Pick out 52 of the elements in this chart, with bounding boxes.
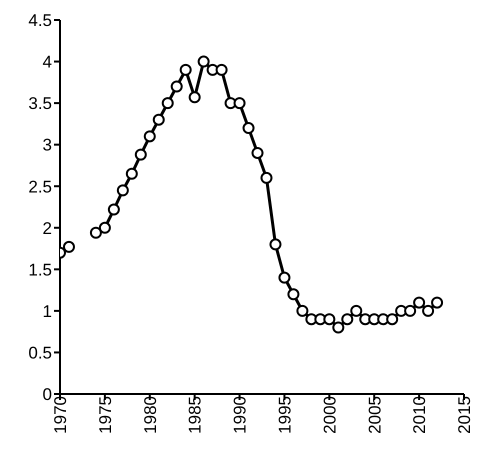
x-tick-label: 2010 xyxy=(410,396,430,434)
y-tick-label: 3.5 xyxy=(28,94,52,114)
point xyxy=(216,64,228,76)
point xyxy=(152,114,165,126)
point xyxy=(386,313,398,326)
point xyxy=(180,64,192,76)
point xyxy=(126,168,138,180)
point xyxy=(278,272,290,284)
point xyxy=(332,322,344,334)
x-tick-label: 1980 xyxy=(140,396,160,434)
point xyxy=(234,97,246,110)
y-tick-label: 3 xyxy=(42,136,52,155)
point xyxy=(422,304,434,317)
x-tick-label: 1995 xyxy=(276,396,295,434)
x-tick-label: 2000 xyxy=(320,396,340,434)
x-tick-label: 2015 xyxy=(455,396,474,434)
point xyxy=(116,184,129,196)
point xyxy=(431,296,444,309)
point xyxy=(62,240,75,253)
point xyxy=(341,313,354,326)
x-tick-label: 1985 xyxy=(186,396,205,434)
point xyxy=(90,226,102,239)
point xyxy=(170,80,183,92)
point xyxy=(269,238,282,250)
y-tick-label: 1 xyxy=(42,302,52,321)
point xyxy=(287,288,300,300)
y-tick-label: 0.5 xyxy=(28,343,52,362)
point xyxy=(413,296,426,309)
point xyxy=(162,97,174,110)
point xyxy=(198,56,210,68)
x-tick-label: 2005 xyxy=(365,396,384,434)
x-tick-label: 1990 xyxy=(230,396,250,434)
y-tick-label: 4 xyxy=(42,52,52,72)
point xyxy=(323,313,336,326)
point xyxy=(144,130,156,142)
x-tick-label: 1975 xyxy=(96,396,115,434)
point xyxy=(98,222,111,234)
x-tick-label: 1970 xyxy=(51,396,70,434)
y-tick-label: 0 xyxy=(42,385,52,404)
point xyxy=(108,203,120,216)
y-tick-label: 4.5 xyxy=(28,11,52,30)
point xyxy=(134,148,147,161)
point xyxy=(350,304,362,317)
point xyxy=(404,304,416,317)
point xyxy=(252,146,264,159)
point xyxy=(188,91,201,104)
point xyxy=(242,122,255,134)
y-tick-label: 1.5 xyxy=(28,260,52,280)
y-tick-label: 2 xyxy=(42,218,52,238)
point xyxy=(296,304,308,317)
point xyxy=(260,172,272,184)
y-tick-label: 2.5 xyxy=(28,177,52,196)
